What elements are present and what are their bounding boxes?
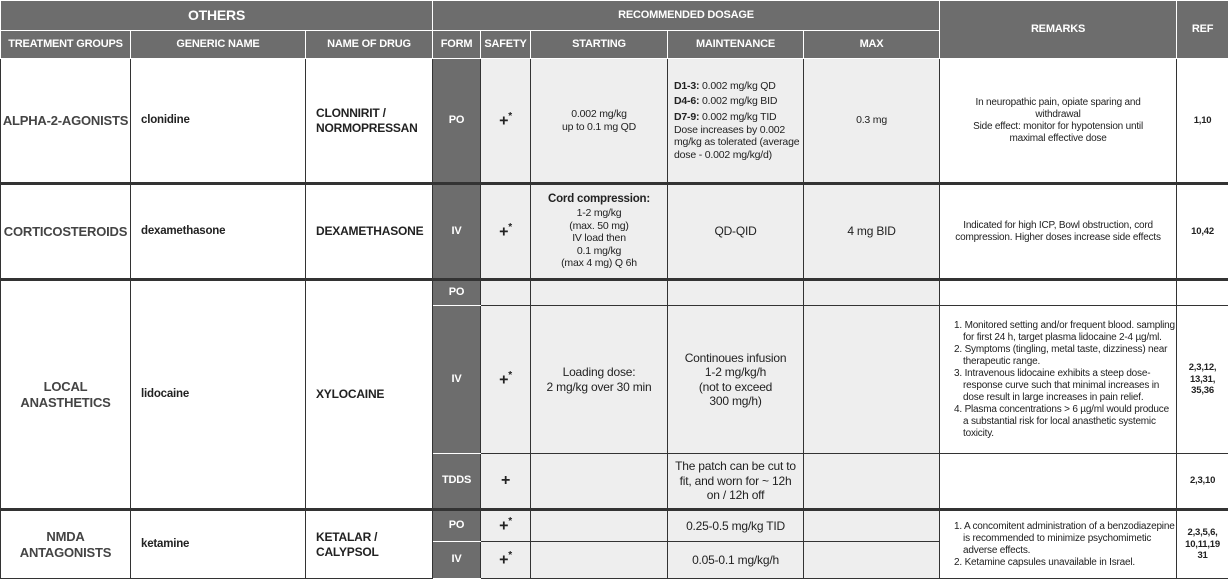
col-treatment-groups: TREATMENT GROUPS	[1, 31, 131, 59]
remarks	[940, 280, 1177, 306]
ref: 10,42	[1177, 184, 1228, 280]
form: IV	[433, 306, 481, 454]
maintenance-dose: D1-3: 0.002 mg/kg QD D4-6: 0.002 mg/kg B…	[668, 59, 804, 184]
max-dose	[804, 306, 940, 454]
safety: +	[481, 454, 531, 510]
table-row: CORTICOSTEROIDS dexamethasone DEXAMETHAS…	[1, 184, 1228, 280]
starting-dose: Cord compression:1-2 mg/kg (max. 50 mg) …	[531, 184, 668, 280]
col-starting: STARTING	[531, 31, 668, 59]
drug-name: CLONNIRIT / NORMOPRESSAN	[306, 59, 433, 184]
starting-dose	[531, 510, 668, 542]
treatment-group: LOCAL ANASTHETICS	[1, 280, 131, 510]
safety: +*	[481, 184, 531, 280]
table-row: NMDA ANTAGONISTS ketamine KETALAR / CALY…	[1, 510, 1228, 542]
recommended-dosage-header: RECOMMENDED DOSAGE	[433, 1, 940, 31]
starting-dose: 0.002 mg/kg up to 0.1 mg QD	[531, 59, 668, 184]
maintenance-dose: QD-QID	[668, 184, 804, 280]
max-dose	[804, 454, 940, 510]
max-dose: 0.3 mg	[804, 59, 940, 184]
form: PO	[433, 510, 481, 542]
generic-name: lidocaine	[131, 280, 306, 510]
safety	[481, 280, 531, 306]
maintenance-dose: 0.05-0.1 mg/kg/h	[668, 542, 804, 579]
form: PO	[433, 59, 481, 184]
col-generic-name: GENERIC NAME	[131, 31, 306, 59]
table-row: LOCAL ANASTHETICS lidocaine XYLOCAINE PO	[1, 280, 1228, 306]
safety: +*	[481, 306, 531, 454]
table-row: ALPHA-2-AGONISTS clonidine CLONNIRIT / N…	[1, 59, 1228, 184]
ref: 2,3,5,6, 10,11,19 31	[1177, 510, 1228, 579]
safety: +*	[481, 510, 531, 542]
safety: +*	[481, 59, 531, 184]
generic-name: ketamine	[131, 510, 306, 579]
remarks: In neuropathic pain, opiate sparing and …	[940, 59, 1177, 184]
generic-name: clonidine	[131, 59, 306, 184]
starting-dose	[531, 542, 668, 579]
form: PO	[433, 280, 481, 306]
form: IV	[433, 542, 481, 579]
max-dose: 4 mg BID	[804, 184, 940, 280]
col-form: FORM	[433, 31, 481, 59]
maintenance-dose: The patch can be cut to fit, and worn fo…	[668, 454, 804, 510]
maintenance-dose: Continoues infusion 1-2 mg/kg/h (not to …	[668, 306, 804, 454]
ref	[1177, 280, 1228, 306]
max-dose	[804, 280, 940, 306]
form: IV	[433, 184, 481, 280]
treatment-group: NMDA ANTAGONISTS	[1, 510, 131, 579]
ref: 2,3,10	[1177, 454, 1228, 510]
starting-dose	[531, 454, 668, 510]
maintenance-dose: 0.25-0.5 mg/kg TID	[668, 510, 804, 542]
ref: 1,10	[1177, 59, 1228, 184]
starting-dose: Loading dose: 2 mg/kg over 30 min	[531, 306, 668, 454]
remarks	[940, 454, 1177, 510]
starting-dose	[531, 280, 668, 306]
remarks: 1. Monitored setting and/or frequent blo…	[940, 306, 1177, 454]
drug-name: KETALAR / CALYPSOL	[306, 510, 433, 579]
safety: +*	[481, 542, 531, 579]
col-safety: SAFETY	[481, 31, 531, 59]
others-header: OTHERS	[1, 1, 433, 31]
remarks: Indicated for high ICP, Bowl obstruction…	[940, 184, 1177, 280]
col-name-of-drug: NAME OF DRUG	[306, 31, 433, 59]
drug-name: DEXAMETHASONE	[306, 184, 433, 280]
remarks-header: REMARKS	[940, 1, 1177, 59]
generic-name: dexamethasone	[131, 184, 306, 280]
form: TDDS	[433, 454, 481, 510]
col-maintenance: MAINTENANCE	[668, 31, 804, 59]
treatment-group: CORTICOSTEROIDS	[1, 184, 131, 280]
maintenance-dose	[668, 280, 804, 306]
ref: 2,3,12, 13,31, 35,36	[1177, 306, 1228, 454]
treatment-group: ALPHA-2-AGONISTS	[1, 59, 131, 184]
col-max: MAX	[804, 31, 940, 59]
max-dose	[804, 510, 940, 542]
remarks: 1. A concomitent administration of a ben…	[940, 510, 1177, 579]
drug-name: XYLOCAINE	[306, 280, 433, 510]
max-dose	[804, 542, 940, 579]
ref-header: REF	[1177, 1, 1228, 59]
